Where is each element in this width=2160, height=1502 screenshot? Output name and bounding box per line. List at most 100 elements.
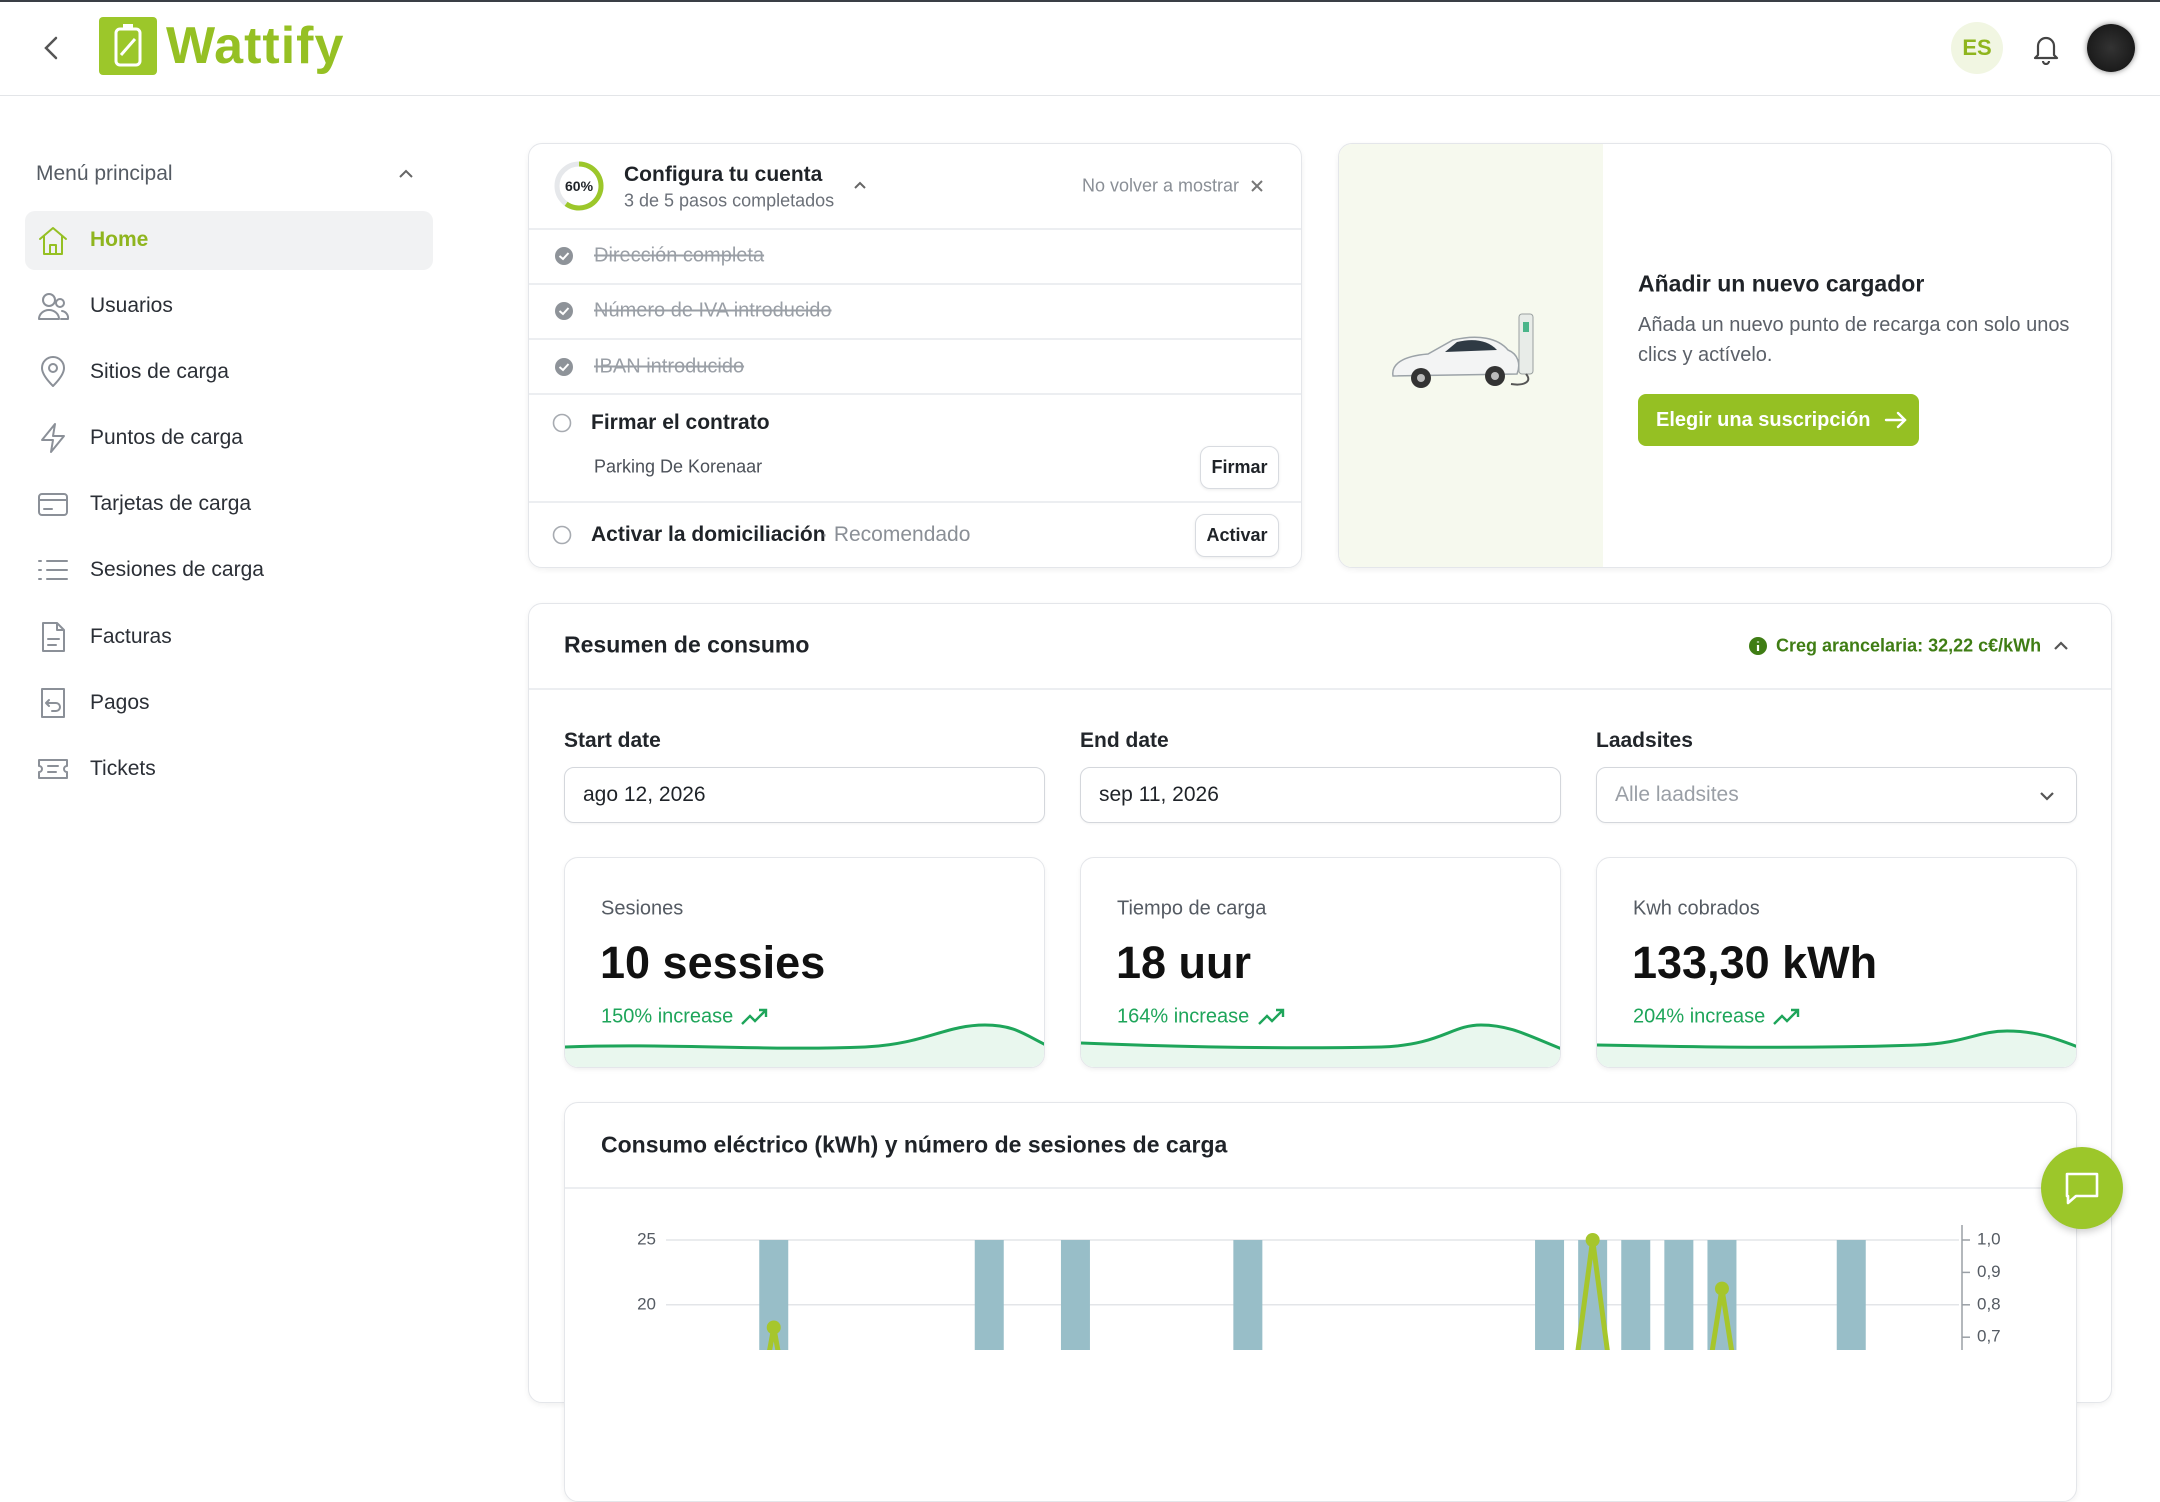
stat-value: 18 uur [1116, 937, 1252, 988]
end-date-input[interactable]: sep 11, 2026 [1080, 767, 1561, 823]
nav-item[interactable]: Usuarios [90, 294, 173, 317]
summary-title: Resumen de consumo [564, 631, 810, 658]
bar [974, 1240, 1004, 1350]
trend-icon [741, 1008, 768, 1025]
stat-card [1080, 857, 1561, 1068]
chat-button[interactable] [2041, 1147, 2123, 1229]
stat-value: 133,30 kWh [1632, 937, 1878, 988]
avatar[interactable] [2087, 24, 2135, 72]
nav-item[interactable]: Pagos [90, 691, 150, 714]
car-illustration [1392, 313, 1534, 388]
y-tick-label: 20 [637, 1294, 656, 1313]
collapse-icon[interactable] [2051, 636, 2071, 656]
check-icon [555, 302, 573, 320]
step-label: Activar la domiciliación [591, 523, 826, 546]
icon [41, 356, 65, 387]
nav-item[interactable]: Sesiones de carga [90, 558, 264, 581]
check-icon [555, 358, 573, 376]
filter-label: Start date [564, 729, 661, 752]
nav-item[interactable]: Tickets [90, 757, 156, 780]
logo-text: Wattify [166, 17, 345, 75]
stat-label: Kwh cobrados [1633, 897, 1760, 920]
tariff-label: Creg arancelaria: 32,22 c€/kWh [1776, 635, 2042, 656]
setup-subtitle: 3 de 5 pasos completados [624, 190, 835, 211]
y2-tick-label: 1,0 [1977, 1229, 2001, 1248]
icon [39, 227, 67, 255]
nav-item[interactable]: Facturas [90, 625, 172, 648]
info-icon [1749, 637, 1767, 655]
stat-label: Sesiones [601, 897, 684, 920]
icon [38, 493, 68, 516]
step-label: Firmar el contrato [591, 411, 770, 434]
icon [38, 560, 68, 580]
stat-change: 204% increase [1633, 1005, 1766, 1028]
dismiss-link[interactable]: No volver a mostrar [1082, 175, 1240, 196]
nav-item[interactable]: Sitios de carga [90, 360, 229, 383]
sparkline [1597, 1029, 2076, 1067]
divider [565, 1187, 2076, 1189]
check-icon [555, 247, 573, 265]
y2-tick-label: 0,7 [1977, 1327, 2001, 1346]
chart: 20 25 0,7 0,8 0,9 1,0 [637, 1225, 2001, 1350]
nav-item[interactable]: Home [90, 228, 149, 251]
line [767, 1237, 1735, 1350]
stat-change: 150% increase [601, 1005, 734, 1028]
progress-label: 60% [565, 178, 594, 194]
icon [38, 759, 68, 779]
bar [1664, 1240, 1694, 1350]
y2-tick-label: 0,8 [1977, 1294, 2001, 1313]
stat-value: 10 sessies [600, 937, 826, 988]
stat-card [564, 857, 1045, 1068]
step-label: IBAN introducido [594, 355, 745, 378]
divider [529, 501, 1301, 503]
bar [1621, 1240, 1651, 1350]
active-item-bg [25, 211, 433, 270]
icon [41, 688, 65, 718]
chart-title: Consumo eléctrico (kWh) y número de sesi… [601, 1131, 1228, 1158]
notifications-button[interactable] [2030, 31, 2062, 65]
start-date-input[interactable]: ago 12, 2026 [564, 767, 1045, 823]
filter-label: Laadsites [1596, 729, 1693, 752]
trend-icon [1773, 1008, 1800, 1025]
divider [529, 338, 1301, 340]
setup-title: Configura tu cuenta [624, 163, 823, 186]
divider [529, 688, 2111, 690]
back-button[interactable] [38, 34, 66, 62]
step-note: · Recomendado [821, 523, 971, 546]
promo-text: Añada un nuevo punto de recarga con solo… [1638, 314, 2070, 366]
y-tick-label: 25 [637, 1229, 656, 1248]
progress-ring [554, 161, 604, 211]
sparkline [1081, 1023, 1560, 1067]
sign-button[interactable]: Firmar [1200, 446, 1279, 489]
stat-label: Tiempo de carga [1117, 897, 1267, 920]
activate-button[interactable]: Activar [1195, 514, 1279, 557]
line-point [1714, 1281, 1729, 1296]
language-button[interactable]: ES [1951, 22, 2003, 74]
dropdown-icon [2040, 792, 2054, 801]
sparkline [565, 1023, 1044, 1067]
step-label: Dirección completa [594, 244, 765, 267]
logo-icon [99, 17, 157, 75]
sidebar-title: Menú principal [36, 162, 173, 185]
step-circle [552, 413, 572, 433]
nav-item[interactable]: Tarjetas de carga [90, 492, 252, 515]
promo-title: Añadir un nuevo cargador [1638, 270, 1925, 297]
arrow-icon [1884, 411, 1907, 429]
site-select[interactable]: Alle laadsites [1596, 767, 2077, 823]
step-circle [552, 525, 572, 545]
icon [38, 293, 70, 320]
collapse-icon[interactable] [850, 176, 870, 196]
subscription-button[interactable]: Elegir una suscripción [1638, 394, 1919, 446]
button-label: Elegir una suscripción [1656, 408, 1871, 431]
stat-card [1596, 857, 2077, 1068]
filter-label: End date [1080, 729, 1169, 752]
collapse-icon[interactable] [396, 164, 416, 184]
line-point [766, 1320, 781, 1335]
step-label: Número de IVA introducido [594, 299, 832, 322]
nav-item[interactable]: Puntos de carga [90, 426, 243, 449]
step-detail: Parking De Korenaar [594, 456, 763, 477]
close-icon[interactable] [1248, 177, 1266, 195]
line-point [1585, 1233, 1600, 1247]
bar [1233, 1240, 1263, 1350]
